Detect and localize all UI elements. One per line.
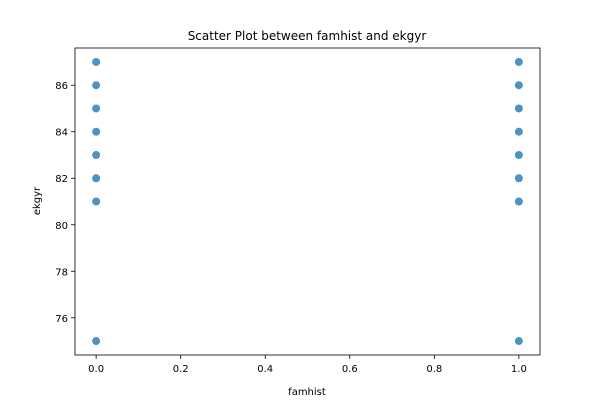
plot-frame — [74, 47, 541, 356]
data-point — [514, 104, 523, 113]
y-tick-label: 76 — [55, 314, 68, 325]
data-point — [514, 81, 523, 90]
data-point — [92, 150, 101, 159]
x-tick-label: 0.8 — [426, 364, 442, 375]
data-point — [92, 127, 101, 136]
data-point — [514, 150, 523, 159]
y-axis-ticks: 76 78 80 82 84 86 — [55, 81, 75, 325]
y-tick-label: 80 — [55, 221, 68, 232]
data-point — [92, 57, 101, 66]
data-point — [514, 337, 523, 346]
data-points — [92, 57, 523, 346]
data-point — [92, 104, 101, 113]
x-tick-label: 0.2 — [173, 364, 189, 375]
data-point — [92, 337, 101, 346]
y-tick-label: 86 — [55, 81, 68, 92]
y-tick-label: 78 — [55, 267, 68, 278]
x-tick-label: 0.6 — [342, 364, 358, 375]
data-point — [514, 197, 523, 206]
x-tick-label: 1.0 — [511, 364, 527, 375]
data-point — [92, 197, 101, 206]
x-tick-label: 0.0 — [88, 364, 104, 375]
chart-title: Scatter Plot between famhist and ekgyr — [188, 29, 427, 43]
x-axis-label: famhist — [288, 387, 326, 398]
data-point — [92, 174, 101, 183]
y-tick-label: 84 — [55, 128, 68, 139]
x-axis-ticks: 0.0 0.2 0.4 0.6 0.8 1.0 — [88, 355, 527, 375]
data-point — [514, 174, 523, 183]
y-axis-label: ekgyr — [32, 186, 43, 215]
data-point — [92, 81, 101, 90]
x-tick-label: 0.4 — [257, 364, 273, 375]
data-point — [514, 127, 523, 136]
y-tick-label: 82 — [55, 174, 68, 185]
data-point — [514, 57, 523, 66]
